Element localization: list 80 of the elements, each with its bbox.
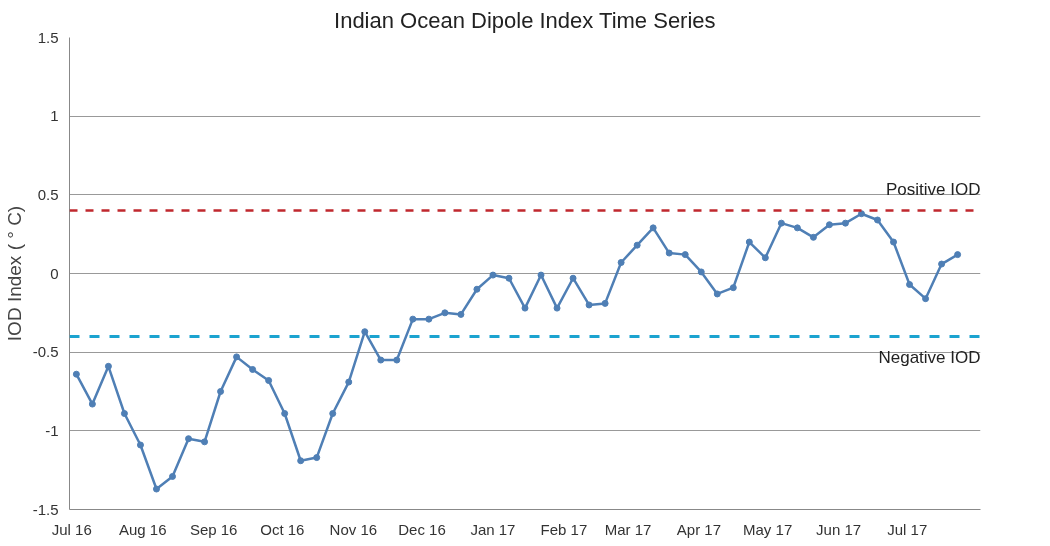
x-tick-label: Aug 16 (118, 520, 167, 538)
point (825, 221, 833, 229)
point (217, 388, 225, 395)
point (809, 233, 817, 241)
point (874, 216, 881, 224)
point (329, 410, 337, 418)
x-tick-label: Apr 17 (676, 520, 722, 538)
point (361, 328, 369, 336)
point (537, 271, 545, 279)
point (489, 271, 497, 279)
ref-line-label: Negative IOD (878, 348, 981, 368)
point (761, 254, 769, 262)
chart-title: Indian Ocean Dipole Index Time Series (334, 7, 716, 33)
point (954, 251, 962, 259)
x-tick-label: Jun 17 (816, 520, 862, 538)
x-tick-label: Sep 16 (189, 520, 238, 538)
point (425, 315, 433, 323)
y-tick-label: 1.5 (37, 28, 59, 46)
y-axis-title: IOD Index ( ° C) (3, 205, 25, 342)
point (169, 472, 176, 480)
y-tick-label: -1 (45, 421, 59, 439)
y-tick-label: -0.5 (32, 343, 59, 361)
point (617, 258, 625, 266)
ref-line-label: Positive IOD (886, 179, 981, 199)
point (233, 353, 241, 361)
point (585, 301, 593, 309)
point (922, 295, 930, 303)
y-tick-label: 1 (50, 107, 59, 125)
point (569, 274, 577, 282)
point (521, 304, 529, 312)
point (457, 310, 465, 318)
point (409, 315, 417, 323)
point (473, 285, 481, 293)
point (345, 378, 353, 386)
point (906, 281, 914, 289)
point (441, 309, 449, 317)
point (297, 457, 305, 465)
x-tick-label: Jul 17 (887, 520, 928, 538)
y-tick-label: 0.5 (37, 185, 59, 203)
point (249, 365, 257, 373)
point (393, 356, 401, 364)
point (201, 438, 209, 446)
x-tick-label: Oct 16 (260, 520, 305, 538)
point (777, 219, 785, 227)
point (88, 400, 96, 408)
point (377, 356, 385, 364)
point (313, 454, 321, 462)
point (665, 249, 673, 257)
point (136, 441, 144, 449)
point (857, 210, 865, 218)
point (745, 238, 753, 246)
x-tick-label: May 17 (743, 520, 793, 538)
point (793, 224, 801, 232)
point (729, 284, 737, 292)
point (633, 241, 641, 249)
x-tick-label: Jan 17 (470, 520, 516, 538)
point (104, 362, 112, 370)
point (938, 260, 946, 268)
point (649, 224, 657, 232)
point (72, 370, 80, 378)
point (281, 410, 289, 418)
x-tick-label: Mar 17 (604, 520, 652, 538)
point (553, 304, 561, 312)
point (890, 238, 898, 246)
point (505, 274, 513, 282)
x-tick-label: Feb 17 (540, 520, 588, 538)
point (120, 410, 128, 418)
point (185, 435, 193, 443)
point (713, 290, 721, 298)
point (681, 251, 689, 259)
point (697, 268, 705, 276)
x-tick-label: Nov 16 (329, 520, 378, 538)
x-tick-label: Dec 16 (398, 520, 446, 538)
y-tick-label: -1.5 (32, 500, 59, 518)
point (601, 299, 609, 307)
y-tick-label: 0 (50, 264, 59, 282)
point (841, 219, 849, 227)
point (265, 376, 273, 384)
x-tick-label: Jul 16 (51, 520, 92, 538)
point (152, 485, 160, 493)
